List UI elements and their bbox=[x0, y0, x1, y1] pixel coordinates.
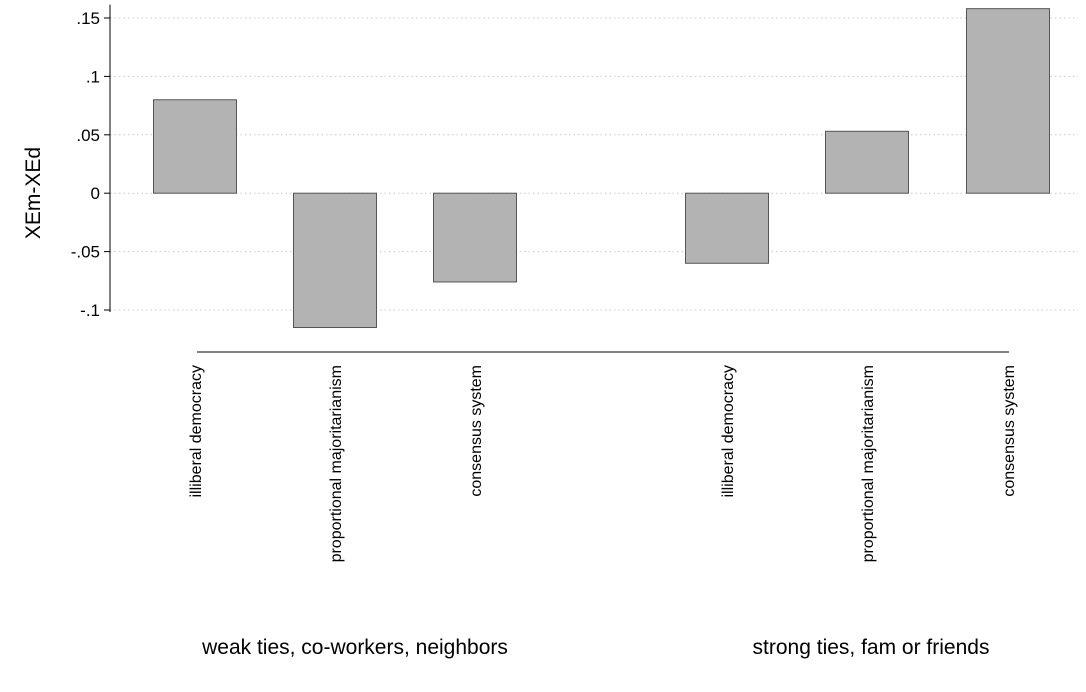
y-tick-label: .1 bbox=[86, 67, 100, 86]
category-label: illiberal democracy bbox=[720, 365, 737, 498]
bar bbox=[966, 8, 1050, 194]
category-label: proportional majoritarianism bbox=[860, 365, 877, 562]
gridlines bbox=[110, 17, 1078, 311]
group-label: strong ties, fam or friends bbox=[753, 636, 990, 659]
category-label: proportional majoritarianism bbox=[328, 365, 345, 562]
category-label: illiberal democracy bbox=[188, 365, 205, 498]
bar bbox=[153, 99, 237, 194]
y-axis-label: XEm-XEd bbox=[22, 147, 45, 239]
bar bbox=[825, 130, 909, 194]
group-labels: weak ties, co-workers, neighbors strong t… bbox=[201, 636, 989, 659]
axes bbox=[109, 4, 1009, 353]
y-tick-label: -.05 bbox=[71, 243, 100, 262]
category-label: consensus system bbox=[468, 365, 485, 497]
group-label: weak ties, co-workers, neighbors bbox=[201, 636, 508, 659]
y-tick-label: .15 bbox=[76, 9, 100, 28]
bar bbox=[293, 192, 377, 329]
bars bbox=[153, 8, 1050, 329]
y-tick-label: 0 bbox=[91, 184, 100, 203]
bar bbox=[433, 192, 517, 283]
y-tick-label: -.1 bbox=[80, 301, 100, 320]
y-tick-labels: .15 .1 .05 0 -.05 -.1 bbox=[71, 9, 110, 320]
bar bbox=[685, 192, 769, 264]
category-label: consensus system bbox=[1001, 365, 1018, 497]
category-labels: illiberal democracy proportional majorita… bbox=[188, 365, 1018, 562]
y-tick-label: .05 bbox=[76, 126, 100, 145]
